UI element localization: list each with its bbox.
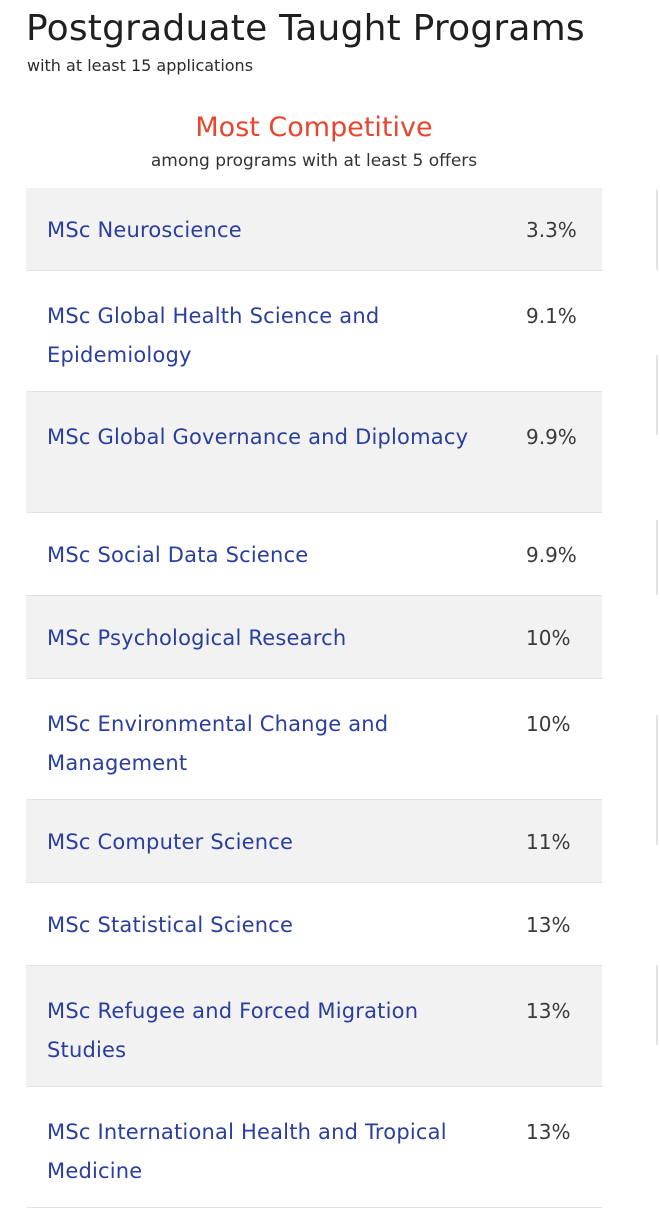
offer-rate: 11% <box>526 830 571 854</box>
offer-rate: 13% <box>526 1120 571 1144</box>
adjacent-panel-edge <box>656 520 658 595</box>
program-link[interactable]: MSc Social Data Science <box>47 543 309 567</box>
adjacent-panel-edge <box>656 715 658 845</box>
offer-rate: 13% <box>526 913 571 937</box>
program-link[interactable]: MSc Environmental Change and Management <box>47 712 389 775</box>
offer-rate: 9.9% <box>526 543 577 567</box>
program-link[interactable]: MSc Statistical Science <box>47 913 294 937</box>
offer-rate: 10% <box>526 626 571 650</box>
program-link[interactable]: MSc International Health and Tropical Me… <box>47 1120 447 1183</box>
table-row: MSc Refugee and Forced Migration Studies… <box>26 966 602 1087</box>
table-row: MSc Global Health Science and Epidemiolo… <box>26 271 602 392</box>
table-row: MSc Global Governance and Diplomacy 9.9% <box>26 392 602 513</box>
offer-rate: 10% <box>526 712 571 736</box>
table-row: MSc International Health and Tropical Me… <box>26 1087 602 1208</box>
table-row: MSc Statistical Science 13% <box>26 883 602 966</box>
offer-rate: 3.3% <box>526 218 577 242</box>
program-link[interactable]: MSc Psychological Research <box>47 626 347 650</box>
table-row: MSc Computer Science 11% <box>26 800 602 883</box>
offer-rate: 9.1% <box>526 304 577 328</box>
page-subtitle: with at least 15 applications <box>27 56 254 75</box>
table-row: MSc Neuroscience 3.3% <box>26 188 602 271</box>
adjacent-panel-edge <box>656 965 658 1045</box>
section-title: Most Competitive <box>195 112 433 143</box>
program-link[interactable]: MSc Global Health Science and Epidemiolo… <box>47 304 380 367</box>
program-link[interactable]: MSc Refugee and Forced Migration Studies <box>47 999 419 1062</box>
competitive-programs-table: MSc Neuroscience 3.3% MSc Global Health … <box>26 188 602 1208</box>
program-link[interactable]: MSc Global Governance and Diplomacy <box>47 425 469 449</box>
section-subtitle: among programs with at least 5 offers <box>150 151 478 171</box>
program-link[interactable]: MSc Computer Science <box>47 830 294 854</box>
adjacent-panel-edge <box>656 190 658 270</box>
table-row: MSc Environmental Change and Management … <box>26 679 602 800</box>
table-row: MSc Social Data Science 9.9% <box>26 513 602 596</box>
program-link[interactable]: MSc Neuroscience <box>47 218 242 242</box>
page-title: Postgraduate Taught Programs <box>26 8 585 49</box>
offer-rate: 9.9% <box>526 425 577 449</box>
adjacent-panel-edge <box>656 355 658 435</box>
offer-rate: 13% <box>526 999 571 1023</box>
table-row: MSc Psychological Research 10% <box>26 596 602 679</box>
